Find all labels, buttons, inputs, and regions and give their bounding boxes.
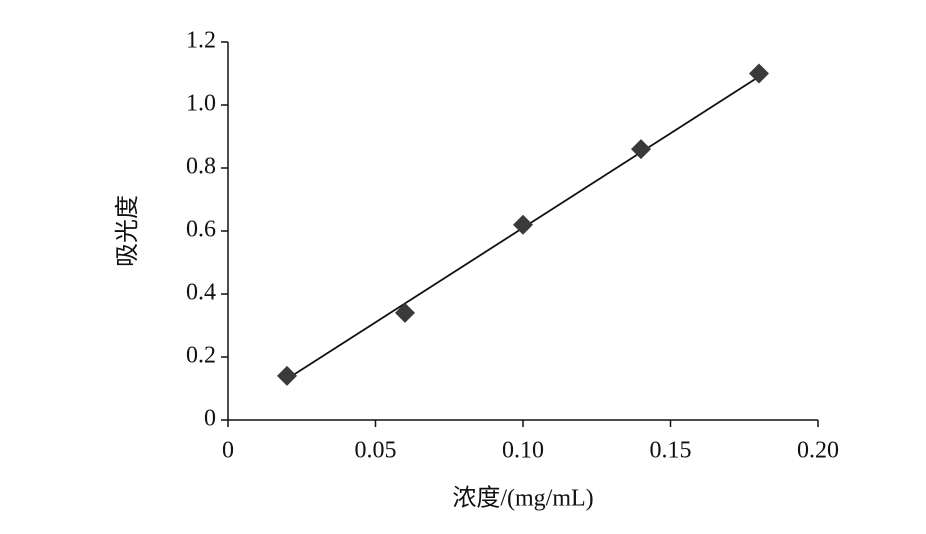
y-tick-label: 0.2 xyxy=(186,343,216,369)
point xyxy=(631,139,651,160)
x-tick-label: 0.20 xyxy=(797,438,839,464)
x-tick-label: 0.15 xyxy=(650,438,692,464)
x-tick-label: 0 xyxy=(222,438,234,464)
y-tick-label: 0 xyxy=(204,406,216,432)
point xyxy=(395,302,415,323)
point xyxy=(513,214,533,235)
y-tick-label: 0.4 xyxy=(186,280,216,306)
y-tick-label: 0.8 xyxy=(186,154,216,180)
y-tick-label: 1.2 xyxy=(186,28,216,54)
point xyxy=(277,365,297,386)
x-tick-label: 0.05 xyxy=(355,438,397,464)
y-axis-label: 吸光度 xyxy=(113,195,141,267)
y-tick-label: 1.0 xyxy=(186,91,216,117)
x-axis-label: 浓度/(mg/mL) xyxy=(452,485,593,512)
y-tick-label: 0.6 xyxy=(186,217,216,243)
x-tick-label: 0.10 xyxy=(502,438,544,464)
point xyxy=(749,63,769,84)
